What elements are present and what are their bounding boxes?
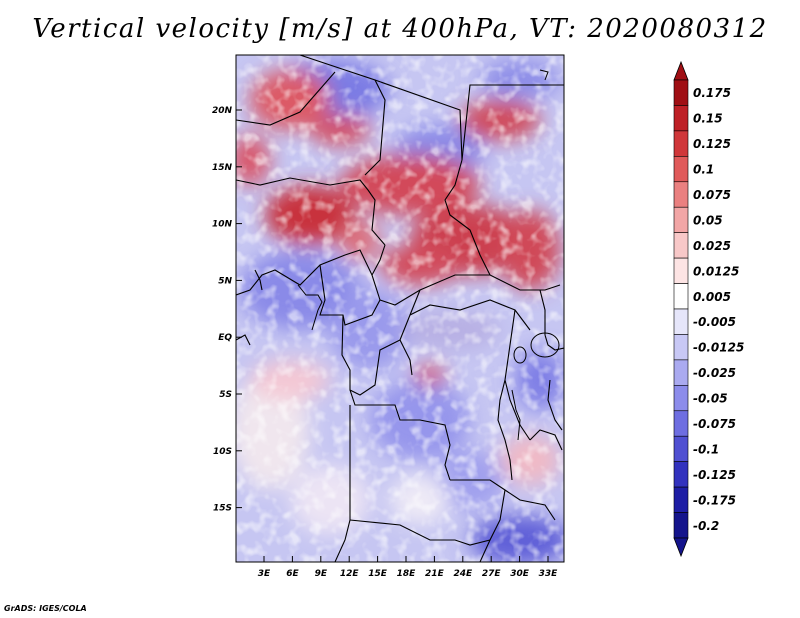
colorbar-segment xyxy=(673,512,689,539)
lon-label: 9E xyxy=(315,569,328,579)
colorbar-segment xyxy=(673,130,689,157)
colorbar-segment xyxy=(673,334,689,361)
colorbar-label: -0.2 xyxy=(693,519,719,533)
colorbar-segment xyxy=(673,283,689,310)
colorbar-segment xyxy=(673,308,689,335)
colorbar-segment xyxy=(673,181,689,208)
lat-label: 20N xyxy=(212,106,233,116)
colorbar-segment xyxy=(673,156,689,183)
lat-label: 5N xyxy=(218,276,232,286)
colorbar-label: -0.1 xyxy=(693,442,719,456)
colorbar-bottom-arrow xyxy=(673,537,689,558)
colorbar-segment xyxy=(673,359,689,386)
colorbar-label: 0.075 xyxy=(693,188,731,202)
colorbar-label: -0.005 xyxy=(693,315,736,329)
latitude-axis: 20N 15N 10N 5N EQ 5S 10S 15S xyxy=(212,106,242,514)
colorbar-segment xyxy=(673,461,689,488)
colorbar: 0.175 0.15 0.125 0.1 0.075 0.05 0.025 0.0125 0.0… xyxy=(673,60,744,558)
colorbar-segment xyxy=(673,385,689,412)
colorbar-label: 0.175 xyxy=(693,86,731,100)
lon-label: 30E xyxy=(510,569,530,579)
lat-label: 15N xyxy=(212,163,233,173)
colorbar-label: -0.175 xyxy=(693,493,736,507)
colorbar-top-arrow xyxy=(673,60,689,81)
grads-credit: GrADS: IGES/COLA xyxy=(4,604,87,613)
colorbar-segment xyxy=(673,257,689,284)
map-frame xyxy=(235,54,565,563)
colorbar-label: -0.0125 xyxy=(693,341,744,355)
colorbar-segment xyxy=(673,232,689,259)
colorbar-label: 0.005 xyxy=(693,290,731,304)
colorbar-label: 0.1 xyxy=(693,163,714,177)
colorbar-segment xyxy=(673,105,689,132)
colorbar-label: 0.025 xyxy=(693,239,731,253)
lat-label: 10S xyxy=(213,447,232,457)
lon-label: 12E xyxy=(340,569,360,579)
lon-label: 15E xyxy=(368,569,388,579)
lon-label: 33E xyxy=(539,569,559,579)
colorbar-label: 0.125 xyxy=(693,137,731,151)
colorbar-label: 0.05 xyxy=(693,213,723,227)
colorbar-label: -0.025 xyxy=(693,366,736,380)
colorbar-label: -0.075 xyxy=(693,417,736,431)
colorbar-segment xyxy=(673,79,689,106)
colorbar-label: 0.15 xyxy=(693,112,723,126)
lat-label: EQ xyxy=(218,333,232,343)
chart-title: Vertical velocity [m/s] at 400hPa, VT: 2… xyxy=(32,14,768,44)
longitude-axis: 3E 6E 9E 12E 15E 18E 21E 24E 27E 30E 33E xyxy=(258,556,558,579)
lon-label: 27E xyxy=(482,569,502,579)
colorbar-segment xyxy=(673,486,689,513)
lon-label: 24E xyxy=(453,569,473,579)
lon-label: 21E xyxy=(425,569,445,579)
lat-label: 10N xyxy=(212,220,233,230)
lat-label: 15S xyxy=(213,504,232,514)
colorbar-label: 0.0125 xyxy=(693,264,739,278)
velocity-field xyxy=(236,55,564,562)
lon-label: 6E xyxy=(286,569,299,579)
lon-label: 18E xyxy=(397,569,417,579)
lon-label: 3E xyxy=(258,569,271,579)
coastline xyxy=(297,69,560,441)
country-borders xyxy=(236,55,564,562)
colorbar-label: -0.05 xyxy=(693,392,728,406)
colorbar-segment xyxy=(673,435,689,462)
colorbar-segment xyxy=(673,206,689,233)
lat-label: 5S xyxy=(219,390,232,400)
colorbar-segment xyxy=(673,410,689,437)
colorbar-label: -0.125 xyxy=(693,468,736,482)
